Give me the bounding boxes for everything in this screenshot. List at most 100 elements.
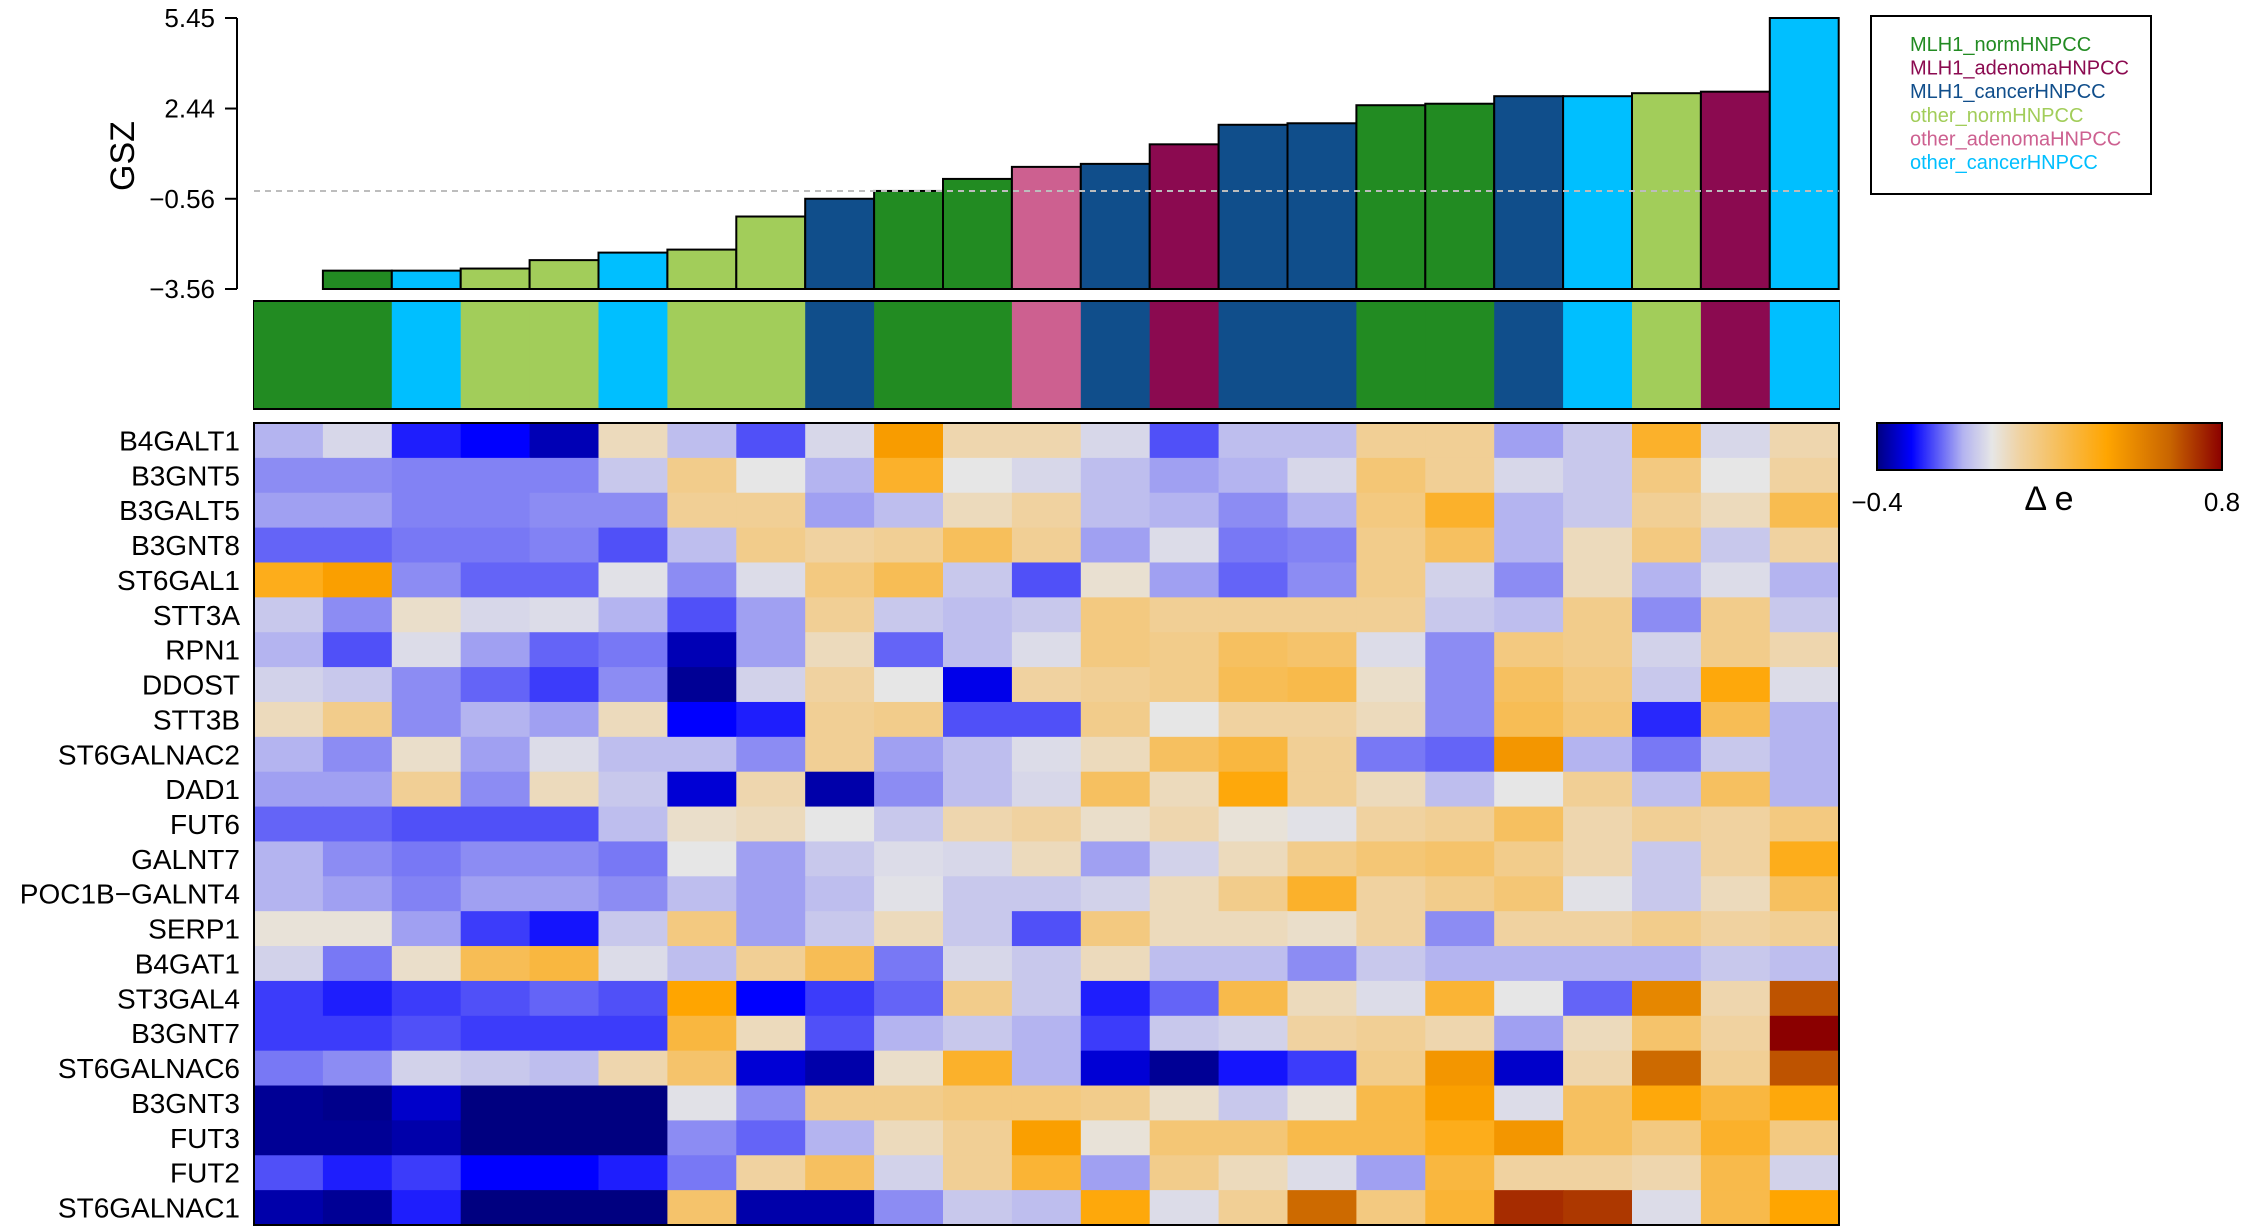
heatmap-cell [1356, 1190, 1426, 1226]
heatmap-cell [529, 980, 600, 1017]
heatmap-cell [1218, 1190, 1289, 1226]
heatmap-cell [1563, 806, 1633, 843]
heatmap-cell [322, 841, 393, 877]
group-strip-cell [391, 302, 462, 408]
heatmap-cell [529, 1050, 600, 1087]
heatmap-cell [1011, 980, 1082, 1017]
heatmap-row-label: ST6GALNAC1 [58, 1193, 240, 1224]
heatmap-cell [598, 841, 668, 877]
heatmap-cell [598, 1050, 668, 1087]
heatmap-cell [736, 1190, 806, 1226]
heatmap-cell [1563, 1050, 1633, 1087]
heatmap-cell [1700, 423, 1771, 459]
heatmap-cell [805, 1190, 875, 1226]
heatmap-cell [391, 1155, 462, 1191]
heatmap-cell [460, 597, 531, 633]
heatmap-cell [1563, 423, 1633, 459]
heatmap-cell [1632, 946, 1702, 982]
heatmap-cell [805, 1085, 875, 1121]
heatmap-cell [322, 457, 393, 494]
heatmap-cell [1356, 1015, 1426, 1052]
heatmap-cell [322, 632, 393, 668]
heatmap-cell [1632, 492, 1702, 529]
heatmap-cell [943, 492, 1013, 529]
heatmap-cell [460, 667, 531, 703]
heatmap-cell [391, 1190, 462, 1226]
heatmap-cell [1494, 911, 1564, 947]
heatmap-cell [667, 1120, 737, 1156]
heatmap-cell [1632, 980, 1702, 1017]
heatmap-cell [943, 1120, 1013, 1156]
heatmap-cell [1494, 562, 1564, 598]
heatmap-cell [1218, 597, 1289, 633]
bar [597, 251, 669, 290]
heatmap-cell [391, 806, 462, 843]
heatmap-cell [1356, 1085, 1426, 1121]
heatmap-cell [1356, 667, 1426, 703]
heatmap-cell [322, 1155, 393, 1191]
heatmap-cell [1700, 806, 1771, 843]
group-color-strip [254, 302, 1840, 408]
heatmap-cell [1080, 876, 1151, 912]
heatmap-cell [1356, 492, 1426, 529]
heatmap-cell [1149, 632, 1220, 668]
heatmap-cell [1632, 1050, 1702, 1087]
heatmap-cell [391, 980, 462, 1017]
group-strip-cell [322, 302, 393, 408]
heatmap-cell [1011, 1050, 1082, 1087]
heatmap-cell [598, 423, 668, 459]
bar [1493, 95, 1565, 290]
heatmap-cell [529, 806, 600, 843]
heatmap-cell [736, 1050, 806, 1087]
group-strip-cell [1769, 302, 1840, 408]
heatmap-cell [1563, 946, 1633, 982]
group-strip-cell [1356, 302, 1426, 408]
heatmap-cell [667, 1190, 737, 1226]
heatmap-row-label: FUT2 [170, 1158, 240, 1189]
heatmap-cell [1425, 1085, 1495, 1121]
heatmap-cell [1769, 667, 1840, 703]
heatmap-cell [254, 423, 324, 459]
heatmap-row-label: ST3GAL4 [117, 983, 240, 1014]
heatmap-cell [391, 841, 462, 877]
heatmap-cell [943, 1050, 1013, 1087]
heatmap-cell [1356, 527, 1426, 564]
heatmap-cell [1700, 980, 1771, 1017]
heatmap-cell [254, 1085, 324, 1121]
heatmap-cell [1149, 492, 1220, 529]
heatmap-cell [667, 632, 737, 668]
heatmap-cell [1632, 736, 1702, 773]
heatmap-cell [667, 980, 737, 1017]
heatmap-cell [460, 980, 531, 1017]
heatmap-cell [1011, 1085, 1082, 1121]
heatmap-cell [529, 876, 600, 912]
heatmap-cell [1632, 1085, 1702, 1121]
bar [1217, 123, 1289, 290]
heatmap-row-labels: B4GALT1 B3GNT5 B3GALT5 B3GNT8 ST6GAL1 STT3A RP… [20, 425, 241, 1223]
heatmap-cell [1011, 1120, 1082, 1156]
heatmap-cell [1011, 457, 1082, 494]
heatmap-cell [1356, 457, 1426, 494]
heatmap-cell [1356, 736, 1426, 773]
heatmap-cell [805, 911, 875, 947]
heatmap-cell [1356, 946, 1426, 982]
heatmap-cell [1769, 492, 1840, 529]
heatmap-cell [1769, 701, 1840, 738]
group-strip-cell [736, 302, 806, 408]
heatmap-cell [460, 806, 531, 843]
heatmap-cell [598, 667, 668, 703]
heatmap-cell [391, 876, 462, 912]
group-strip-cell [460, 302, 531, 408]
heatmap-cell [1769, 1085, 1840, 1121]
heatmap-cell [391, 1050, 462, 1087]
heatmap-cell [1149, 701, 1220, 738]
heatmap-cell [1149, 876, 1220, 912]
heatmap-cell [1494, 1085, 1564, 1121]
heatmap-cell [736, 492, 806, 529]
heatmap-row-label: POC1B−GALNT4 [20, 879, 240, 910]
heatmap-cell [1011, 1015, 1082, 1052]
heatmap-row-label: B4GALT1 [119, 425, 240, 456]
heatmap-cell [1011, 701, 1082, 738]
heatmap-cell [1425, 701, 1495, 738]
heatmap-cell [1425, 980, 1495, 1017]
